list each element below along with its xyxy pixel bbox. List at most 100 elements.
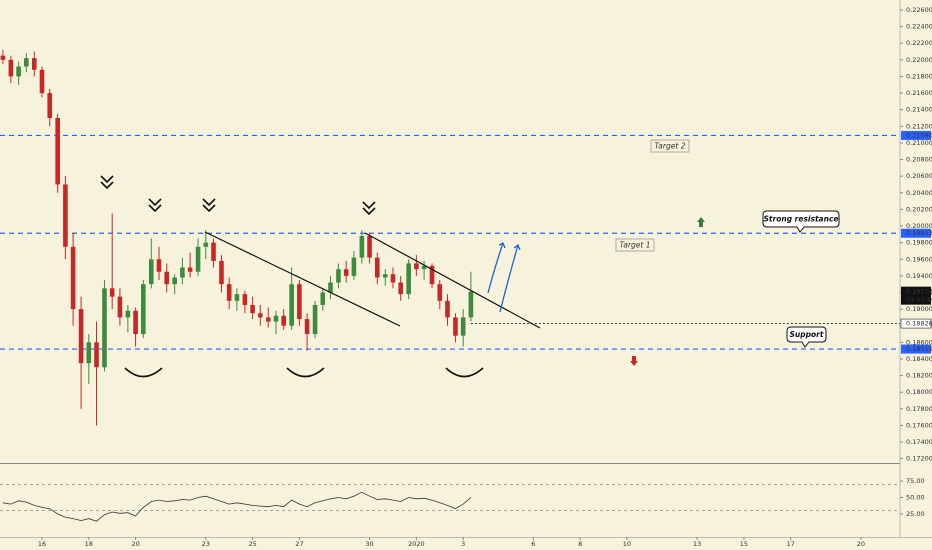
candle-body — [289, 284, 294, 326]
level-label-box — [901, 228, 931, 238]
candle-body — [320, 292, 326, 305]
candle-body — [297, 284, 302, 320]
y-tick-label: 0.19000 — [906, 305, 932, 313]
y-tick-label: 0.19800 — [906, 239, 932, 247]
last-price-box — [901, 286, 931, 305]
y-tick-label: 0.21000 — [906, 139, 932, 147]
y-tick-label: 0.18600 — [906, 338, 932, 346]
candle-body — [0, 55, 6, 60]
axis-labels: 0.17200 0.17400 0.17600 0.17800 0.18000 0.182… — [38, 6, 932, 548]
y-tick-label: 0.17400 — [906, 438, 932, 446]
rsi-tick-label: 75.00 — [906, 477, 925, 485]
rsi-tick-label: 50.00 — [906, 494, 925, 502]
candle-body — [414, 263, 419, 270]
level-label: 0.21090 — [906, 131, 932, 139]
candle-body — [47, 93, 53, 118]
countdown-label: 01:03:46 — [906, 296, 932, 304]
y-tick-label: 0.17600 — [906, 421, 932, 429]
y-tick-label: 0.17200 — [906, 455, 932, 463]
candle-body — [343, 269, 349, 276]
candle-body — [219, 260, 224, 285]
x-tick-label: 25 — [248, 540, 256, 548]
candle-body — [172, 277, 177, 285]
trendline — [204, 231, 401, 327]
candle-body — [24, 58, 29, 67]
projection-arrows — [487, 242, 521, 313]
y-tick-label: 0.21600 — [906, 89, 932, 97]
y-tick-label: 0.19400 — [906, 272, 932, 280]
y-tick-label: 0.20400 — [906, 189, 932, 197]
candle-body — [374, 257, 380, 278]
y-tick-label: 0.21200 — [906, 122, 932, 130]
marks — [0, 9, 903, 540]
candle-body — [125, 310, 131, 318]
candle-body — [78, 309, 84, 364]
candle-body — [390, 274, 396, 283]
up-arrow-icon — [697, 217, 705, 227]
candle-body — [351, 257, 357, 276]
rsi-tick-label: 25.00 — [906, 510, 925, 518]
annotation: Target 1 — [620, 241, 651, 250]
candle-body — [148, 259, 154, 285]
callout-text: Strong resistance — [764, 215, 839, 224]
candle-body — [453, 317, 458, 336]
y-tick-label: 0.22200 — [906, 39, 932, 47]
level-label: 0.19913 — [906, 229, 932, 237]
callout-text: Support — [790, 330, 824, 339]
x-tick-label: 27 — [295, 540, 303, 548]
candle-body — [328, 282, 333, 293]
y-tick-label: 0.18400 — [906, 355, 932, 363]
y-tick-label: 0.20000 — [906, 222, 932, 230]
candle-body — [258, 313, 263, 318]
candle-body — [133, 310, 138, 335]
candle-body — [304, 319, 310, 335]
y-tick-label: 0.21800 — [906, 72, 932, 80]
candle-body — [265, 317, 271, 322]
x-tick-label: 6 — [531, 540, 535, 548]
rsi-line — [2, 491, 472, 522]
candle-body — [437, 284, 443, 301]
candle-body — [273, 315, 279, 322]
x-tick-label: 8 — [578, 540, 582, 548]
candle-body — [164, 271, 170, 285]
candle-body — [94, 342, 99, 368]
x-tick-label: 2020 — [408, 540, 425, 548]
candle-body — [312, 304, 318, 335]
candle-body — [359, 235, 365, 258]
candle-body — [429, 265, 435, 285]
x-tick-label: 13 — [693, 540, 701, 548]
level-label-box — [901, 130, 931, 140]
candle-body — [421, 265, 427, 270]
x-tick-label: 17 — [787, 540, 795, 548]
x-tick-label: 16 — [38, 540, 46, 548]
candle-body — [156, 259, 162, 272]
annotation: Target 2 — [655, 142, 686, 151]
candle-body — [55, 117, 60, 185]
trendline — [364, 232, 541, 329]
y-tick-label: 0.18200 — [906, 372, 932, 380]
candle-body — [367, 235, 372, 258]
candle-body — [117, 296, 123, 318]
candle-body — [180, 267, 185, 278]
x-tick-label: 10 — [623, 540, 631, 548]
candle-body — [336, 269, 341, 283]
candle-body — [234, 294, 240, 301]
x-tick-label: 23 — [202, 540, 210, 548]
annotation-box — [650, 139, 690, 153]
x-tick-label: 15 — [740, 540, 748, 548]
candle-body — [8, 59, 14, 77]
candle-body — [16, 66, 21, 77]
callout-box — [786, 326, 827, 348]
candle-body — [39, 69, 45, 94]
y-tick-label: 0.22600 — [906, 6, 932, 14]
candle-body — [250, 304, 255, 314]
bottom-arcs — [124, 367, 484, 378]
candle-body — [70, 246, 76, 310]
level-label: 0.18519 — [906, 345, 932, 353]
candle-body — [406, 263, 411, 295]
level-label-box — [901, 344, 931, 354]
x-tick-label: 18 — [85, 540, 93, 548]
y-tick-label: 0.22000 — [906, 56, 932, 64]
